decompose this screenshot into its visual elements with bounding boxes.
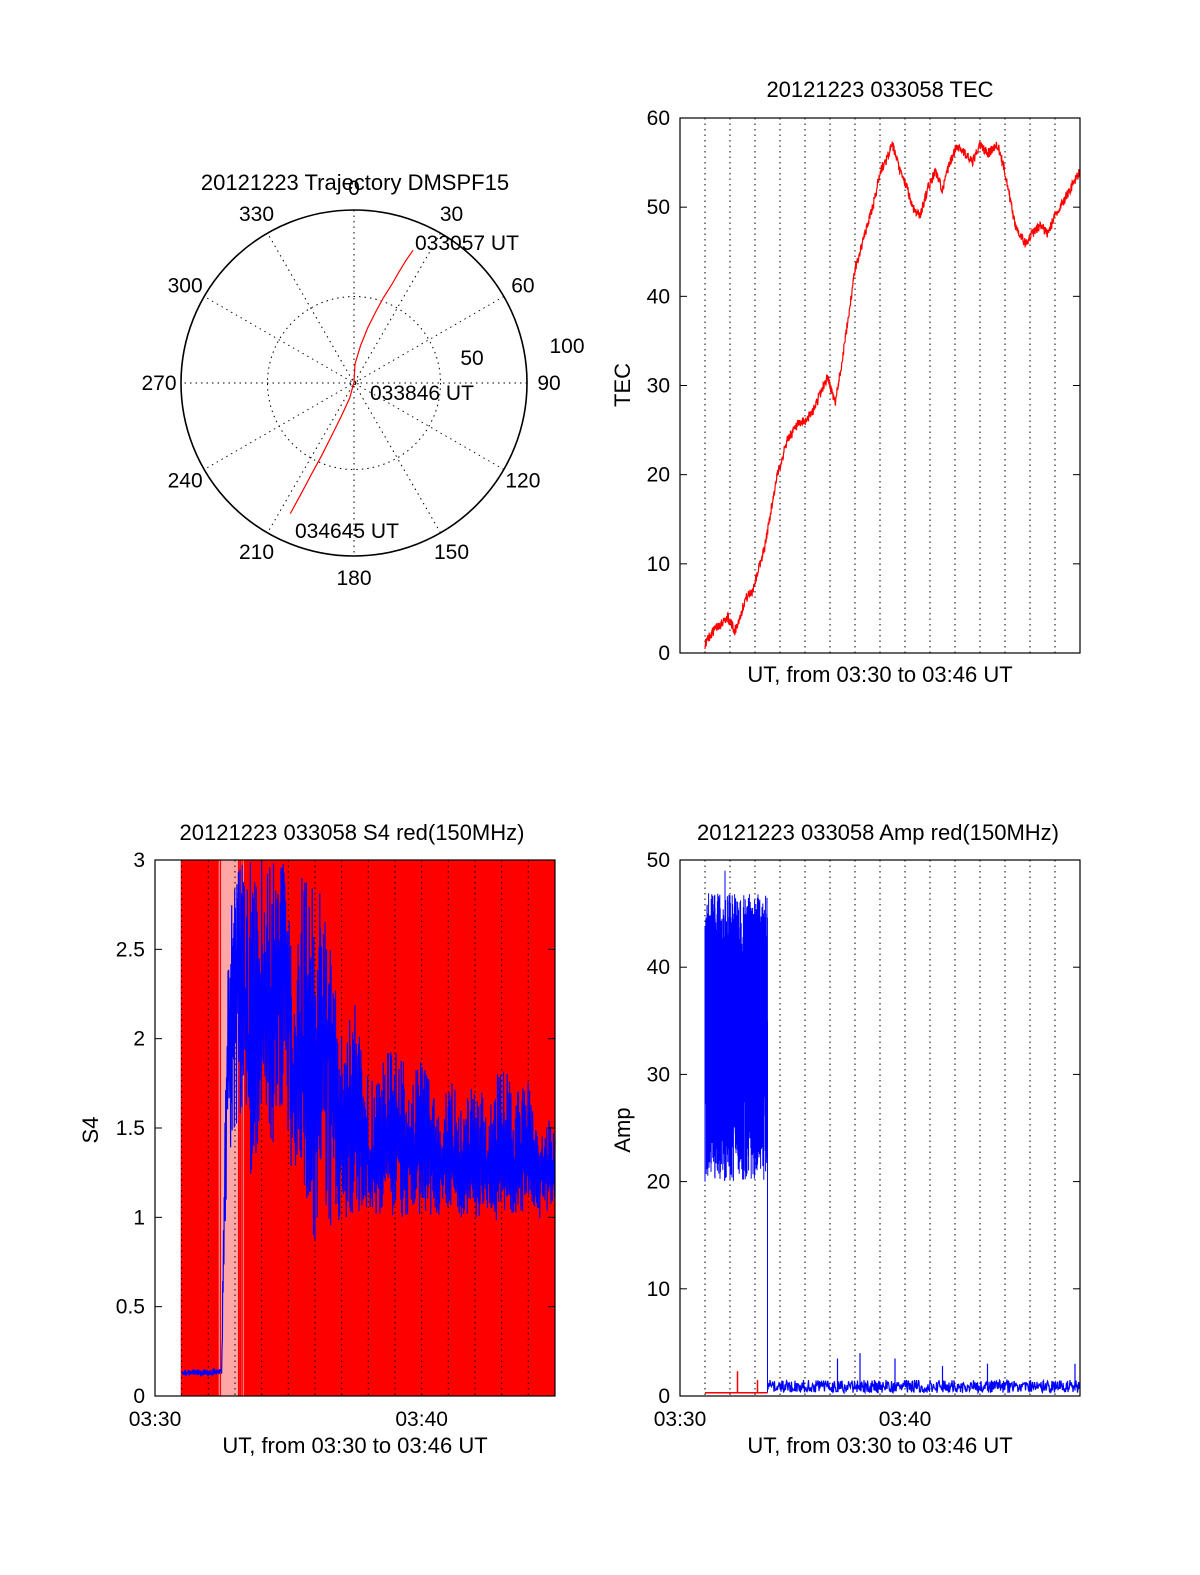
s4-blue-series [181, 860, 556, 1377]
trajectory-angle-label: 270 [141, 372, 176, 395]
y-tick-label: 10 [647, 1278, 670, 1301]
trajectory-angle-label: 300 [168, 275, 203, 298]
amp-blue-burst [704, 870, 768, 1393]
y-tick-label: 0 [658, 642, 670, 665]
y-tick-label: 2 [133, 1028, 145, 1051]
trajectory-angle-label: 240 [168, 470, 203, 493]
trajectory-angle-label: 0 [348, 177, 360, 200]
tec-plot-frame [679, 117, 1081, 654]
y-tick-label: 1.5 [116, 1117, 145, 1140]
tec-panel: 20121223 033058 TEC 0 10 20 30 40 50 60 UT, fr… [610, 77, 1081, 687]
amp-series [704, 870, 1081, 1395]
tec-series-line [704, 140, 1081, 650]
y-tick-label: 0.5 [116, 1296, 145, 1319]
trajectory-title: 20121223 Trajectory DMSPF15 [201, 170, 509, 195]
y-tick-label: 50 [647, 196, 670, 219]
s4-x-axis-label: UT, from 03:30 to 03:46 UT [222, 1433, 487, 1458]
trajectory-grid [181, 210, 527, 556]
trajectory-angle-label: 210 [239, 541, 274, 564]
amp-y-axis-label: Amp [610, 1107, 635, 1152]
x-tick-label: 03:30 [654, 1408, 707, 1431]
trajectory-angle-label: 120 [505, 470, 540, 493]
tec-y-axis-label: TEC [610, 363, 635, 407]
amp-x-axis-label: UT, from 03:30 to 03:46 UT [747, 1433, 1012, 1458]
y-tick-label: 20 [647, 1171, 670, 1194]
y-tick-label: 30 [647, 375, 670, 398]
amp-y-ticks: 0 10 20 30 40 50 [647, 849, 1080, 1408]
amp-red-series [705, 1371, 768, 1394]
amp-blue-baseline [766, 1353, 1081, 1395]
s4-x-ticks: 03:30 03:40 [129, 1408, 448, 1431]
y-tick-label: 0 [133, 1385, 145, 1408]
trajectory-angle-label: 90 [537, 372, 560, 395]
y-tick-label: 1 [133, 1206, 145, 1229]
y-tick-label: 40 [647, 956, 670, 979]
x-tick-label: 03:40 [879, 1408, 932, 1431]
y-tick-label: 10 [647, 553, 670, 576]
trajectory-angle-label: 150 [434, 541, 469, 564]
trajectory-angle-label: 180 [336, 567, 371, 590]
x-tick-label: 03:30 [129, 1408, 182, 1431]
y-tick-label: 50 [647, 849, 670, 872]
amp-plot-frame [679, 859, 1081, 1397]
trajectory-angle-labels: 0 30 60 90 120 150 180 210 240 270 300 330 [141, 177, 560, 590]
y-tick-label: 30 [647, 1063, 670, 1086]
y-tick-label: 20 [647, 464, 670, 487]
trajectory-annotation-mid: 033846 UT [370, 382, 474, 405]
amp-x-ticks: 03:30 03:40 [654, 1408, 932, 1431]
trajectory-angle-label: 30 [440, 203, 463, 226]
trajectory-annotation-end: 034645 UT [295, 520, 399, 543]
trajectory-annotation-start: 033057 UT [415, 232, 519, 255]
trajectory-grid-circle-50 [267, 296, 441, 470]
s4-plot-frame [154, 859, 556, 1397]
trajectory-radial-label-50: 50 [460, 347, 483, 370]
y-tick-label: 0 [658, 1385, 670, 1408]
tec-grid [704, 118, 1056, 653]
trajectory-radial-label-100: 100 [549, 335, 584, 358]
y-tick-label: 40 [647, 285, 670, 308]
tec-y-ticks: 0 10 20 30 40 50 60 [647, 107, 1080, 665]
s4-y-ticks: 0 0.5 1 1.5 2 2.5 3 [116, 849, 555, 1408]
s4-y-axis-label: S4 [78, 1117, 103, 1144]
trajectory-series-line [289, 249, 414, 514]
tec-title: 20121223 033058 TEC [766, 77, 993, 102]
tec-x-axis-label: UT, from 03:30 to 03:46 UT [747, 662, 1012, 687]
y-tick-label: 2.5 [116, 938, 145, 961]
s4-title: 20121223 033058 S4 red(150MHz) [180, 820, 525, 845]
y-tick-label: 3 [133, 849, 145, 872]
trajectory-angle-label: 60 [511, 275, 534, 298]
x-tick-label: 03:40 [395, 1408, 448, 1431]
trajectory-angle-label: 330 [239, 203, 274, 226]
s4-panel: 20121223 033058 S4 red(150MHz) 0 0.5 1 1.5 2… [78, 820, 556, 1458]
amp-panel: 20121223 033058 Amp red(150MHz) 0 10 20 30 4… [610, 820, 1081, 1458]
trajectory-outer-circle [180, 209, 528, 557]
y-tick-label: 60 [647, 107, 670, 130]
amp-title: 20121223 033058 Amp red(150MHz) [697, 820, 1059, 845]
trajectory-panel: 20121223 Trajectory DMSPF15 0 30 60 90 120 15… [141, 170, 584, 590]
